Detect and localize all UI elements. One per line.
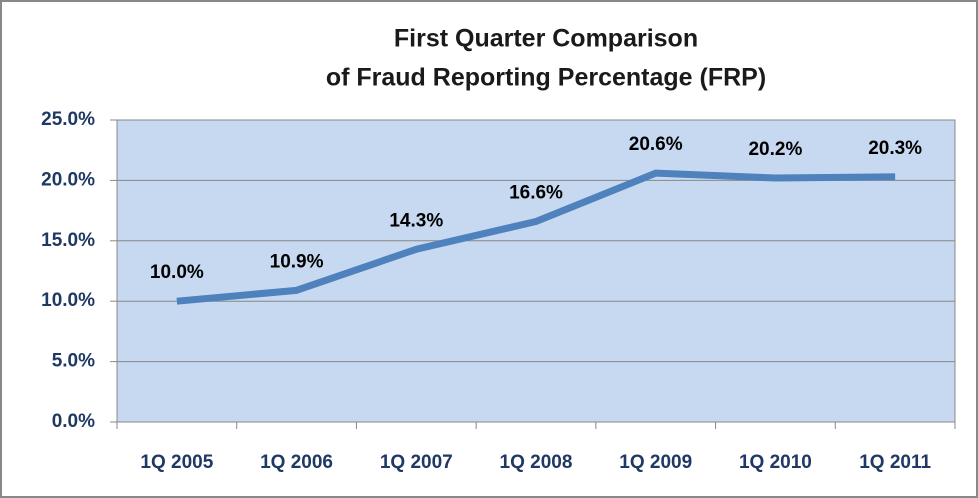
y-tick-label: 5.0% (52, 351, 95, 372)
data-label: 20.2% (748, 139, 802, 160)
y-tick-label: 10.0% (41, 290, 95, 311)
data-label: 20.6% (629, 134, 683, 155)
data-label: 16.6% (509, 182, 563, 203)
x-tick-label: 1Q 2008 (500, 452, 573, 473)
data-label: 14.3% (389, 210, 443, 231)
x-tick-label: 1Q 2009 (619, 452, 692, 473)
data-label: 10.9% (270, 251, 324, 272)
chart-title: of Fraud Reporting Percentage (FRP) (326, 64, 766, 92)
y-tick-label: 15.0% (41, 230, 95, 251)
y-tick-label: 25.0% (41, 109, 95, 130)
x-tick-label: 1Q 2005 (140, 452, 213, 473)
y-tick-label: 0.0% (52, 411, 95, 432)
data-label: 20.3% (868, 138, 922, 159)
chart-title: First Quarter Comparison (394, 25, 698, 53)
data-label: 10.0% (150, 262, 204, 283)
x-tick-label: 1Q 2011 (859, 452, 931, 473)
x-tick-label: 1Q 2007 (380, 452, 453, 473)
data-line (176, 169, 896, 305)
plot-area (116, 119, 956, 423)
x-tick-label: 1Q 2006 (260, 452, 333, 473)
y-tick-label: 20.0% (41, 169, 95, 190)
x-tick-label: 1Q 2010 (739, 452, 812, 473)
